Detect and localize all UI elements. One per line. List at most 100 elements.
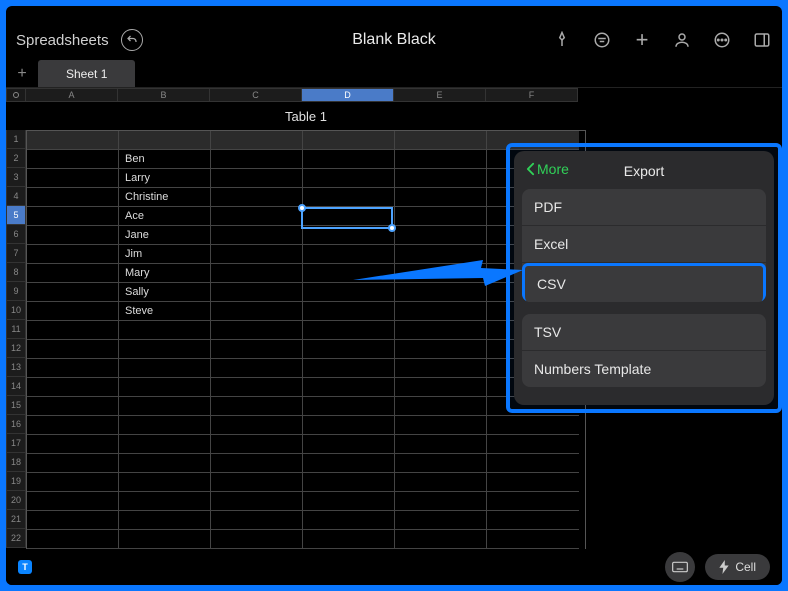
cell[interactable]: Sally bbox=[119, 283, 211, 302]
row-header-9[interactable]: 9 bbox=[6, 282, 26, 301]
cell[interactable] bbox=[395, 188, 487, 207]
cell[interactable] bbox=[119, 340, 211, 359]
cell[interactable] bbox=[487, 511, 579, 530]
sheet-tab-active[interactable]: Sheet 1 bbox=[38, 60, 135, 87]
row-header-20[interactable]: 20 bbox=[6, 491, 26, 510]
cell[interactable] bbox=[211, 169, 303, 188]
cell[interactable] bbox=[27, 131, 119, 150]
cell[interactable] bbox=[211, 264, 303, 283]
cell[interactable] bbox=[487, 454, 579, 473]
keyboard-button[interactable] bbox=[665, 552, 695, 582]
row-header-1[interactable]: 1 bbox=[6, 130, 26, 149]
cell[interactable] bbox=[303, 302, 395, 321]
format-brush-icon[interactable] bbox=[552, 30, 572, 50]
cell[interactable] bbox=[211, 378, 303, 397]
cell[interactable] bbox=[303, 492, 395, 511]
cell[interactable] bbox=[303, 511, 395, 530]
cell[interactable] bbox=[27, 150, 119, 169]
cell[interactable] bbox=[27, 473, 119, 492]
cell[interactable] bbox=[211, 321, 303, 340]
row-header-21[interactable]: 21 bbox=[6, 510, 26, 529]
cell[interactable] bbox=[395, 226, 487, 245]
cell[interactable] bbox=[303, 359, 395, 378]
cell[interactable] bbox=[303, 226, 395, 245]
export-option-tsv[interactable]: TSV bbox=[522, 314, 766, 351]
cell[interactable]: Christine bbox=[119, 188, 211, 207]
cell[interactable] bbox=[211, 188, 303, 207]
add-icon[interactable]: + bbox=[632, 30, 652, 50]
cell[interactable] bbox=[27, 302, 119, 321]
cell[interactable] bbox=[395, 530, 487, 549]
cell[interactable] bbox=[303, 397, 395, 416]
cell[interactable] bbox=[395, 340, 487, 359]
cell[interactable] bbox=[303, 530, 395, 549]
row-header-18[interactable]: 18 bbox=[6, 453, 26, 472]
cell[interactable] bbox=[27, 511, 119, 530]
cell[interactable] bbox=[119, 397, 211, 416]
cell[interactable] bbox=[303, 416, 395, 435]
documents-back-button[interactable]: Spreadsheets bbox=[16, 32, 109, 49]
cell[interactable] bbox=[27, 416, 119, 435]
cell[interactable] bbox=[395, 454, 487, 473]
cell[interactable] bbox=[303, 245, 395, 264]
cell[interactable] bbox=[395, 492, 487, 511]
sidebar-icon[interactable] bbox=[752, 30, 772, 50]
cell[interactable] bbox=[27, 321, 119, 340]
cell[interactable] bbox=[487, 473, 579, 492]
cell[interactable] bbox=[119, 359, 211, 378]
cell[interactable] bbox=[395, 131, 487, 150]
column-header-c[interactable]: C bbox=[210, 88, 302, 102]
cell[interactable] bbox=[303, 454, 395, 473]
select-all-corner[interactable] bbox=[6, 88, 26, 102]
column-header-a[interactable]: A bbox=[26, 88, 118, 102]
row-header-19[interactable]: 19 bbox=[6, 472, 26, 491]
filter-icon[interactable] bbox=[592, 30, 612, 50]
cell[interactable] bbox=[211, 131, 303, 150]
cell[interactable]: Ben bbox=[119, 150, 211, 169]
cell[interactable] bbox=[27, 492, 119, 511]
row-header-17[interactable]: 17 bbox=[6, 434, 26, 453]
cell[interactable] bbox=[487, 435, 579, 454]
cell[interactable] bbox=[119, 473, 211, 492]
cell[interactable] bbox=[211, 207, 303, 226]
more-icon[interactable] bbox=[712, 30, 732, 50]
cell[interactable] bbox=[303, 169, 395, 188]
cell[interactable] bbox=[395, 435, 487, 454]
cell[interactable]: Jim bbox=[119, 245, 211, 264]
row-header-11[interactable]: 11 bbox=[6, 320, 26, 339]
cell[interactable] bbox=[27, 207, 119, 226]
cell[interactable] bbox=[27, 264, 119, 283]
cell[interactable] bbox=[303, 378, 395, 397]
cell[interactable] bbox=[395, 397, 487, 416]
document-title[interactable]: Blank Black bbox=[268, 31, 520, 49]
cell[interactable] bbox=[395, 302, 487, 321]
row-header-16[interactable]: 16 bbox=[6, 415, 26, 434]
export-option-excel[interactable]: Excel bbox=[522, 226, 766, 263]
cell[interactable] bbox=[211, 454, 303, 473]
export-option-csv[interactable]: CSV bbox=[522, 263, 766, 302]
cell[interactable]: Larry bbox=[119, 169, 211, 188]
cell[interactable] bbox=[395, 245, 487, 264]
cell[interactable] bbox=[27, 435, 119, 454]
cell[interactable] bbox=[211, 397, 303, 416]
cell[interactable] bbox=[211, 245, 303, 264]
row-header-6[interactable]: 6 bbox=[6, 225, 26, 244]
cell[interactable] bbox=[27, 454, 119, 473]
row-header-8[interactable]: 8 bbox=[6, 263, 26, 282]
cell[interactable] bbox=[119, 454, 211, 473]
row-header-5[interactable]: 5 bbox=[6, 206, 26, 225]
text-mode-badge[interactable]: T bbox=[18, 560, 32, 574]
cell[interactable] bbox=[395, 416, 487, 435]
cell[interactable] bbox=[27, 397, 119, 416]
cell[interactable] bbox=[303, 264, 395, 283]
cell[interactable] bbox=[303, 435, 395, 454]
cell-format-button[interactable]: Cell bbox=[705, 554, 770, 580]
cell[interactable] bbox=[27, 530, 119, 549]
row-header-15[interactable]: 15 bbox=[6, 396, 26, 415]
cell[interactable] bbox=[303, 131, 395, 150]
table-title[interactable]: Table 1 bbox=[26, 102, 586, 130]
cell[interactable] bbox=[119, 530, 211, 549]
cell[interactable] bbox=[119, 511, 211, 530]
cell[interactable] bbox=[395, 150, 487, 169]
cell[interactable] bbox=[27, 283, 119, 302]
